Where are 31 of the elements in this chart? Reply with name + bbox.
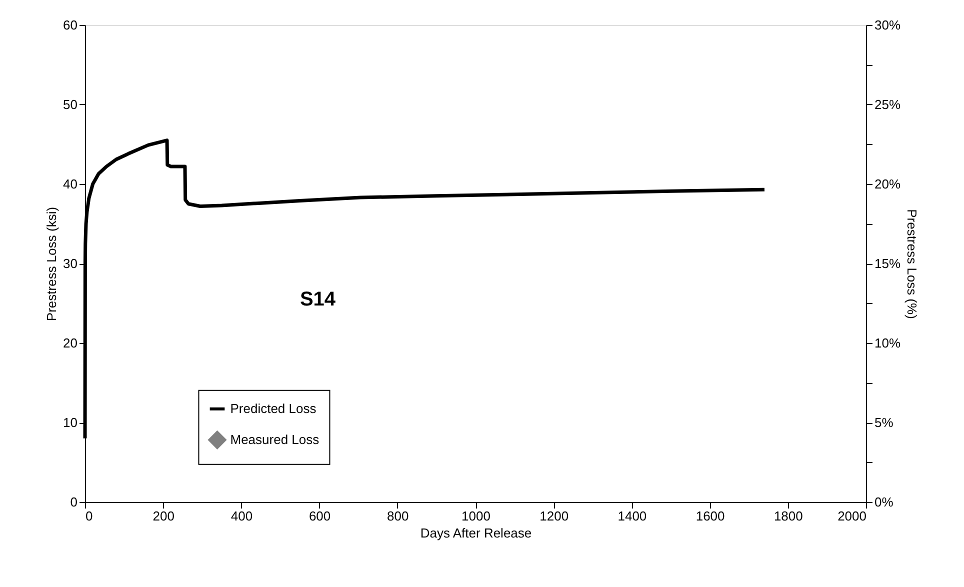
- x-tick-label: 1400: [618, 508, 647, 524]
- x-tick-label: 0: [86, 508, 93, 524]
- y-tick-label: 30: [63, 256, 78, 271]
- y2-tick-label: 30%: [874, 18, 901, 32]
- y-tick-label: 50: [63, 97, 78, 112]
- x-tick-label: 800: [387, 508, 409, 524]
- x-tick-label: 200: [152, 508, 174, 524]
- y2-tick-label: 25%: [874, 97, 901, 112]
- x-tick-label: 400: [230, 508, 253, 524]
- y2-tick-label: 10%: [874, 336, 901, 350]
- x-axis-title: Days After Release: [420, 526, 532, 540]
- y2-tick-label: 0%: [874, 494, 894, 510]
- y-tick-label: 60: [63, 18, 78, 32]
- y2-tick-label: 5%: [874, 415, 894, 430]
- y-axis-title: Prestress Loss (ksi): [44, 206, 60, 322]
- x-tick-label: 600: [308, 508, 331, 524]
- legend-label: Predicted Loss: [230, 400, 317, 416]
- y2-axis-title: Prestress Loss (%): [904, 209, 920, 319]
- y2-tick-label: 15%: [874, 256, 901, 271]
- y-tick-label: 20: [63, 336, 78, 350]
- x-tick-label: 1000: [462, 508, 490, 524]
- y-tick-label: 0: [70, 494, 78, 510]
- x-tick-label: 1200: [540, 508, 569, 524]
- y-tick-label: 40: [63, 176, 78, 192]
- y2-tick-label: 20%: [874, 176, 901, 192]
- legend-label: Measured Loss: [230, 432, 320, 447]
- annotation: S14: [300, 288, 336, 310]
- x-tick-label: 1600: [696, 508, 725, 524]
- y-tick-label: 10: [63, 415, 78, 430]
- x-tick-label: 1800: [774, 508, 803, 524]
- x-tick-label: 2000: [838, 508, 866, 524]
